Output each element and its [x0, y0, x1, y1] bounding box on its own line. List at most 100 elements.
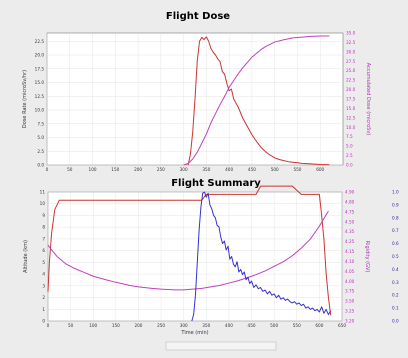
x-tick-label: 450 [248, 167, 256, 172]
y3-tick-label: 0.5 [392, 254, 399, 259]
x-tick-label: 400 [225, 167, 233, 172]
y2-tick-label: 35.0 [346, 31, 356, 36]
y2-tick-label: 3.50 [345, 299, 355, 304]
x-tick-label: 350 [202, 167, 210, 172]
x-tick-label: 200 [134, 167, 142, 172]
x-tick-label: 100 [89, 167, 97, 172]
y3-tick-label: 0.3 [392, 280, 399, 285]
y-axis-label: Dose Rate (microSv/hr) [22, 70, 28, 128]
y-tick-label: 6 [42, 248, 45, 253]
y2-tick-label: 10.0 [346, 125, 356, 130]
y3-tick-label: 0.4 [392, 267, 399, 272]
x-tick-label: 600 [316, 167, 324, 172]
y-tick-label: 1 [42, 307, 45, 312]
x-axis-label: Time (min) [180, 330, 208, 336]
series-line [47, 185, 332, 316]
y-tick-label: 2.5 [37, 149, 44, 154]
y-tick-label: 15.0 [35, 80, 45, 85]
x-tick-label: 0 [46, 167, 49, 172]
y2-tick-label: 7.5 [346, 134, 353, 139]
y-tick-label: 0.0 [37, 163, 44, 168]
x-tick-label: 550 [293, 167, 301, 172]
y-tick-label: 10 [40, 201, 46, 206]
y2-tick-label: 20.0 [346, 87, 356, 92]
y2-tick-label: 5.0 [346, 144, 353, 149]
y2-tick-label: 15.0 [346, 106, 356, 111]
y2-tick-label: 27.5 [346, 59, 356, 64]
y3-tick-label: 0.8 [392, 215, 399, 220]
y2-tick-label: 3.20 [345, 319, 355, 324]
x-tick-label: 550 [293, 323, 301, 328]
y-tick-label: 11 [40, 190, 46, 195]
y2-tick-label: 12.5 [346, 115, 356, 120]
x-tick-label: 50 [68, 323, 74, 328]
series-line [183, 35, 330, 166]
flight-dose-chart: Flight Dose 0 50 100 150 200 250 300 350 400 450 5… [22, 11, 371, 172]
legend-box [165, 341, 277, 351]
y2-axis-label: Rigidity (GV) [364, 241, 370, 273]
chart-title: Flight Dose [166, 11, 230, 22]
y3-tick-label: 0.0 [392, 319, 399, 324]
y-tick-label: 7.5 [37, 121, 44, 126]
y2-tick-label: 17.5 [346, 97, 356, 102]
y2-tick-label: 25.0 [346, 68, 356, 73]
y-tick-label: 4 [42, 272, 45, 277]
y2-tick-label: 4.25 [345, 239, 355, 244]
series-line [47, 210, 329, 291]
x-tick-label: 150 [111, 167, 119, 172]
y-tick-label: 8 [42, 225, 45, 230]
y-tick-label: 5 [42, 260, 45, 265]
y2-tick-label: 4.35 [345, 229, 355, 234]
y-tick-label: 0 [42, 319, 45, 324]
x-tick-label: 0 [47, 323, 50, 328]
chart-title: Flight Summary [171, 178, 261, 189]
y3-tick-label: 0.2 [392, 293, 399, 298]
y-tick-label: 7 [42, 236, 45, 241]
y-tick-label: 17.5 [35, 66, 45, 71]
y2-tick-label: 4.10 [345, 259, 355, 264]
y2-tick-label: 30.0 [346, 49, 356, 54]
x-tick-label: 100 [89, 323, 97, 328]
x-tick-label: 650 [338, 323, 346, 328]
y2-tick-label: 4.05 [345, 269, 355, 274]
x-tick-label: 500 [271, 167, 279, 172]
y-tick-label: 22.5 [35, 39, 45, 44]
x-tick-label: 450 [248, 323, 256, 328]
x-tick-label: 400 [225, 323, 233, 328]
y-tick-label: 12.5 [35, 94, 45, 99]
y-tick-label: 5.0 [37, 135, 44, 140]
y-tick-label: 20.0 [35, 53, 45, 58]
y2-tick-label: 4.50 [345, 219, 355, 224]
y2-tick-label: 4.90 [345, 190, 355, 195]
y2-axis-label: Accumulated Dose (microSv) [365, 63, 371, 136]
x-tick-label: 300 [180, 167, 188, 172]
y3-tick-label: 1.0 [392, 190, 399, 195]
series-line [191, 191, 332, 322]
x-tick-label: 500 [270, 323, 278, 328]
x-tick-label: 250 [157, 167, 165, 172]
series-line [187, 36, 330, 166]
y2-tick-label: 4.75 [345, 209, 355, 214]
x-tick-label: 300 [180, 323, 188, 328]
x-tick-label: 150 [112, 323, 120, 328]
x-tick-label: 200 [134, 323, 142, 328]
x-tick-label: 600 [315, 323, 323, 328]
y-tick-label: 9 [42, 213, 45, 218]
y2-tick-label: 4.80 [345, 199, 355, 204]
y3-tick-label: 0.6 [392, 241, 399, 246]
y2-tick-label: 3.75 [345, 289, 355, 294]
y2-tick-label: 22.5 [346, 78, 356, 83]
x-tick-label: 50 [67, 167, 73, 172]
y2-tick-label: 3.25 [345, 309, 355, 314]
y-axis-label: Altitude (km) [23, 240, 29, 273]
y2-tick-label: 0.0 [346, 163, 353, 168]
x-tick-label: 250 [157, 323, 165, 328]
y2-tick-label: 4.00 [345, 279, 355, 284]
y3-tick-label: 0.9 [392, 202, 399, 207]
y2-tick-label: 32.5 [346, 40, 356, 45]
y3-tick-label: 0.1 [392, 306, 399, 311]
y2-tick-label: 4.15 [345, 249, 355, 254]
y-tick-label: 3 [42, 283, 45, 288]
y-tick-label: 10.0 [35, 108, 45, 113]
x-tick-label: 350 [202, 323, 210, 328]
